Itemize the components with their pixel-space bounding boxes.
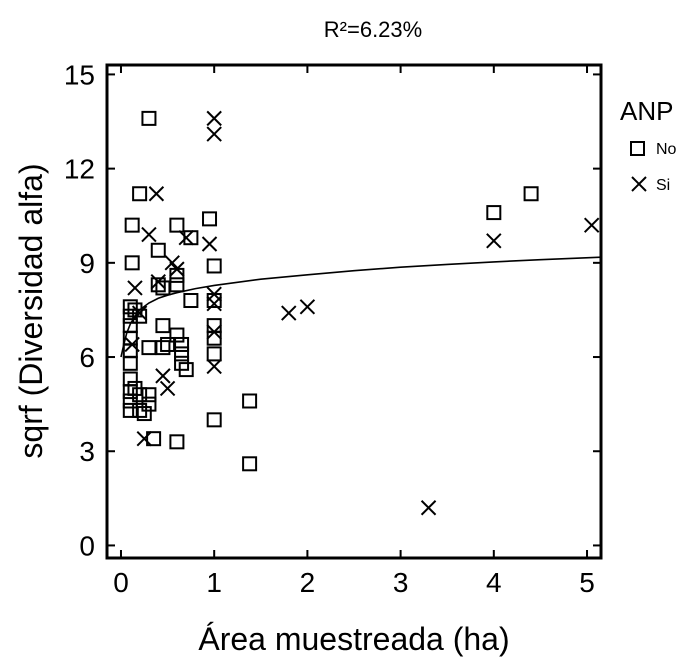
point-no bbox=[169, 277, 185, 293]
point-si bbox=[281, 305, 297, 321]
x-tick-label: 4 bbox=[486, 567, 502, 598]
x-tick-label: 0 bbox=[113, 567, 129, 598]
point-si bbox=[206, 126, 222, 142]
data-points bbox=[122, 110, 600, 516]
point-si bbox=[155, 368, 171, 384]
point-si bbox=[201, 236, 218, 252]
point-no bbox=[169, 217, 185, 233]
point-no bbox=[124, 255, 140, 271]
point-no bbox=[122, 299, 138, 315]
x-axis-label: Área muestreada (ha) bbox=[198, 621, 509, 657]
point-no bbox=[122, 355, 138, 371]
point-no bbox=[150, 242, 166, 258]
point-no bbox=[206, 412, 222, 428]
point-no bbox=[155, 340, 171, 356]
point-si bbox=[136, 430, 152, 447]
point-si bbox=[141, 226, 157, 243]
point-si bbox=[159, 380, 176, 397]
point-si bbox=[420, 500, 437, 516]
legend-label-no: No bbox=[656, 141, 677, 158]
chart-title: R²=6.23% bbox=[324, 17, 422, 42]
point-no bbox=[242, 393, 258, 409]
point-si bbox=[583, 217, 600, 233]
x-tick-label: 2 bbox=[300, 567, 316, 598]
point-no bbox=[160, 336, 176, 352]
y-axis-label: sqrf (Diversidad alfa) bbox=[13, 163, 49, 458]
point-si bbox=[178, 229, 194, 246]
point-no bbox=[122, 402, 138, 418]
point-no bbox=[183, 293, 199, 309]
point-no bbox=[146, 431, 162, 447]
point-si bbox=[150, 273, 166, 290]
point-no bbox=[169, 327, 185, 343]
y-tick-label: 12 bbox=[64, 154, 95, 185]
point-no bbox=[523, 186, 539, 202]
point-no bbox=[132, 387, 148, 403]
point-si bbox=[148, 186, 165, 202]
point-si bbox=[131, 305, 148, 321]
y-tick-label: 15 bbox=[64, 59, 95, 90]
point-si bbox=[206, 324, 222, 340]
point-no bbox=[155, 280, 171, 296]
point-no bbox=[174, 336, 190, 352]
legend-x-marker bbox=[631, 176, 647, 192]
point-si bbox=[206, 110, 222, 127]
legend: ANP No Si bbox=[620, 96, 677, 194]
point-no bbox=[486, 205, 502, 221]
point-no bbox=[132, 186, 148, 202]
point-si bbox=[124, 336, 140, 353]
point-no bbox=[206, 318, 222, 334]
point-no bbox=[141, 387, 157, 403]
point-si bbox=[206, 295, 222, 312]
point-no bbox=[206, 258, 222, 274]
x-tick-label: 1 bbox=[206, 567, 222, 598]
point-no bbox=[206, 346, 222, 362]
point-no bbox=[174, 346, 190, 362]
point-si bbox=[164, 255, 180, 271]
point-no bbox=[136, 406, 152, 422]
legend-square-marker bbox=[630, 141, 645, 156]
point-no bbox=[169, 434, 185, 450]
point-si bbox=[206, 358, 222, 375]
point-no bbox=[141, 110, 157, 126]
point-no bbox=[155, 318, 171, 334]
point-si bbox=[127, 280, 143, 296]
point-no bbox=[122, 384, 138, 400]
y-tick-label: 9 bbox=[79, 248, 95, 279]
point-no bbox=[242, 456, 258, 472]
point-no bbox=[178, 362, 194, 378]
x-tick-label: 3 bbox=[393, 567, 409, 598]
point-no bbox=[132, 308, 148, 324]
point-no bbox=[183, 230, 199, 246]
plot-frame bbox=[105, 63, 603, 560]
point-no bbox=[141, 396, 157, 412]
point-si bbox=[169, 261, 185, 277]
y-tick-label: 3 bbox=[79, 436, 95, 467]
legend-title: ANP bbox=[620, 96, 673, 126]
point-no bbox=[122, 371, 138, 387]
x-tick-label: 5 bbox=[579, 567, 595, 598]
point-no bbox=[169, 267, 185, 283]
point-no bbox=[202, 211, 218, 227]
point-no bbox=[124, 217, 140, 233]
point-si bbox=[486, 233, 502, 249]
y-tick-label: 0 bbox=[79, 530, 95, 561]
y-tick-label: 6 bbox=[79, 342, 95, 373]
point-no bbox=[150, 277, 166, 293]
point-no bbox=[141, 340, 157, 356]
point-si bbox=[299, 299, 316, 315]
point-no bbox=[206, 330, 222, 346]
legend-label-si: Si bbox=[656, 177, 670, 194]
